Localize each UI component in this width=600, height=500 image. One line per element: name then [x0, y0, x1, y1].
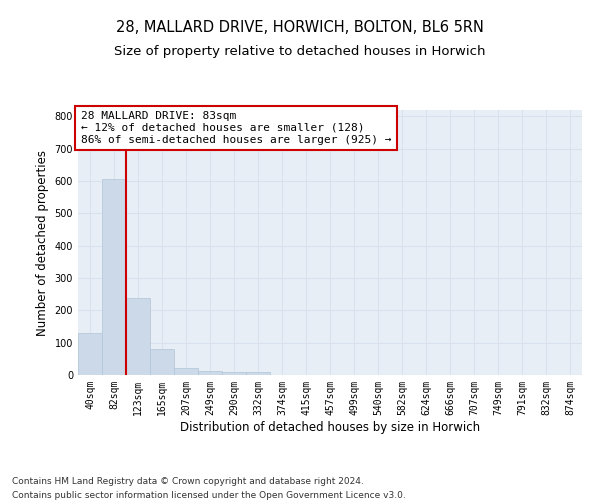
Bar — [222, 372, 246, 375]
X-axis label: Distribution of detached houses by size in Horwich: Distribution of detached houses by size … — [180, 420, 480, 434]
Text: 28, MALLARD DRIVE, HORWICH, BOLTON, BL6 5RN: 28, MALLARD DRIVE, HORWICH, BOLTON, BL6 … — [116, 20, 484, 35]
Bar — [102, 179, 126, 375]
Text: 28 MALLARD DRIVE: 83sqm
← 12% of detached houses are smaller (128)
86% of semi-d: 28 MALLARD DRIVE: 83sqm ← 12% of detache… — [80, 112, 391, 144]
Text: Contains HM Land Registry data © Crown copyright and database right 2024.: Contains HM Land Registry data © Crown c… — [12, 478, 364, 486]
Bar — [246, 372, 270, 375]
Text: Size of property relative to detached houses in Horwich: Size of property relative to detached ho… — [114, 45, 486, 58]
Y-axis label: Number of detached properties: Number of detached properties — [36, 150, 49, 336]
Text: Contains public sector information licensed under the Open Government Licence v3: Contains public sector information licen… — [12, 491, 406, 500]
Bar — [126, 298, 150, 375]
Bar — [78, 333, 102, 375]
Bar — [198, 371, 222, 375]
Bar — [150, 349, 174, 375]
Bar — [174, 368, 198, 375]
